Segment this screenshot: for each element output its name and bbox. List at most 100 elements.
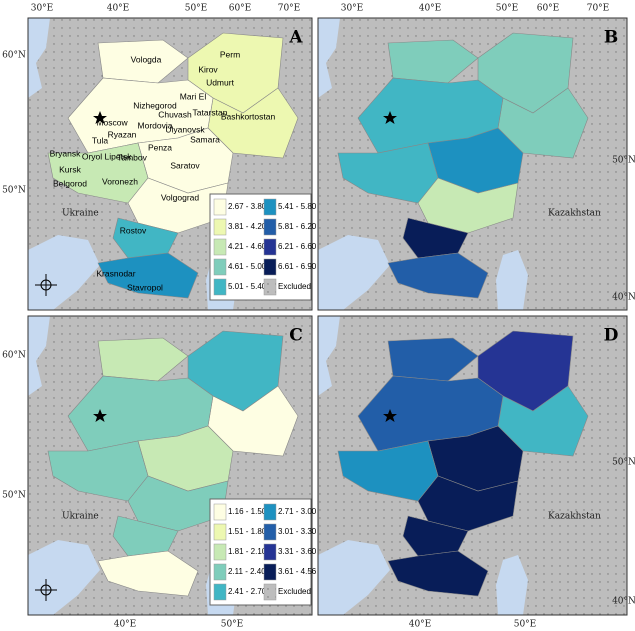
region (387, 39, 479, 84)
region-label: Tatarstan (193, 107, 228, 117)
region-label: Samara (190, 134, 220, 144)
baltic-sea (318, 18, 340, 98)
legend-label: 3.31 - 3.60 (278, 547, 317, 556)
region-label: Kirov (198, 64, 218, 74)
region-label: Tambov (117, 152, 148, 162)
longitude-label: 40°E (114, 620, 137, 630)
region-label: Saratov (170, 160, 200, 170)
region-label: Mordovia (138, 120, 173, 130)
region-label: Perm (220, 49, 240, 59)
compass-arrows (35, 579, 57, 601)
longitude-label: 60°E (537, 4, 560, 14)
longitude-label: 70°E (587, 4, 610, 14)
baltic-sea (318, 316, 340, 396)
latitude-label: 60°N (2, 51, 26, 61)
legend-label: 2.41 - 2.70 (228, 587, 267, 596)
panel-frame (27, 17, 313, 311)
legend-label: 2.11 - 2.40 (228, 567, 266, 576)
latitude-label: 50°N (2, 491, 26, 501)
legend-swatch (263, 258, 277, 276)
moscow-star (93, 111, 107, 124)
longitude-label: 50°E (221, 620, 244, 630)
map-panel: C Ukraine 1.16 - 1.50 1.51 - 1.80 1.81 - 2.1… (27, 315, 317, 616)
legend-swatch (213, 583, 227, 601)
panel-frame (317, 17, 628, 311)
country-label: Ukraine (62, 512, 99, 522)
longitude-label: 40°E (419, 4, 442, 14)
legend-swatch (263, 563, 277, 581)
moscow-star (383, 409, 397, 422)
longitude-label: 30°E (341, 4, 364, 14)
region (97, 550, 199, 597)
region-label: Ryazan (108, 129, 137, 139)
region-label: Chuvash (158, 109, 192, 119)
legend-label: 2.67 - 3.80 (228, 202, 267, 211)
region-label: Bashkortostan (221, 111, 276, 121)
legend-label: 3.81 - 4.20 (228, 222, 267, 231)
baltic-sea (28, 316, 50, 396)
region-label: Oryol (82, 151, 102, 161)
legend-swatch (263, 523, 277, 541)
latitude-label: 50°N (612, 458, 635, 468)
region-label: Tula (92, 135, 108, 145)
region-label: Moscow (96, 117, 128, 127)
longitude-label: 30°E (31, 4, 54, 14)
moscow-star (383, 111, 397, 124)
legend: 2.67 - 3.80 3.81 - 4.20 4.21 - 4.60 4.61 - … (209, 193, 317, 301)
legend-swatch (263, 198, 277, 216)
legend-label: 1.81 - 2.10 (228, 547, 267, 556)
region-label: Bryansk (50, 148, 81, 158)
latitude-label: 40°N (612, 293, 635, 303)
black-sea (318, 235, 390, 310)
legend-swatch (263, 543, 277, 561)
legend-label: 3.61 - 4.56 (278, 567, 317, 576)
legend-label: 4.61 - 5.00 (228, 262, 267, 271)
legend-swatch (263, 278, 277, 296)
longitude-label: 70°E (278, 4, 301, 14)
legend-label: Excluded (278, 587, 311, 596)
latitude-label: 50°N (2, 186, 26, 196)
country-label: Kazakhstan (548, 512, 601, 522)
panel-letter: C (289, 326, 303, 346)
caspian-sea (496, 555, 528, 615)
map-panel: B Kazakhstan (317, 17, 628, 311)
legend-swatch (213, 503, 227, 521)
region-label: Rostov (120, 225, 147, 235)
longitude-label: 60°E (229, 4, 252, 14)
region (387, 337, 479, 382)
map-panel: D Kazakhstan (317, 315, 628, 616)
legend: 1.16 - 1.50 1.51 - 1.80 1.81 - 2.10 2.11 - … (209, 498, 317, 606)
legend-swatch (213, 523, 227, 541)
legend-label: 2.71 - 3.00 (278, 507, 317, 516)
latitude-label: 60°N (2, 351, 26, 361)
region (97, 39, 189, 84)
longitude-label: 50°E (514, 620, 537, 630)
legend-box (209, 498, 312, 606)
region-label: Penza (148, 142, 172, 152)
legend-label: 4.21 - 4.60 (228, 242, 267, 251)
region-label: Volgograd (161, 192, 200, 202)
baltic-sea (28, 18, 50, 98)
region-label: Udmurt (206, 77, 235, 87)
legend-label: Excluded (278, 282, 311, 291)
legend-swatch (213, 543, 227, 561)
region-label: Ulyanovsk (165, 124, 205, 134)
longitude-label: 50°E (185, 4, 208, 14)
legend-label: 1.51 - 1.80 (228, 527, 267, 536)
panel-frame (317, 315, 628, 616)
legend-swatch (213, 238, 227, 256)
legend-label: 1.16 - 1.50 (228, 507, 267, 516)
region-label: Mari El (180, 91, 207, 101)
longitude-label: 50°E (496, 4, 519, 14)
legend-swatch (263, 238, 277, 256)
legend-label: 5.41 - 5.80 (278, 202, 317, 211)
longitude-label: 40°E (107, 4, 130, 14)
legend-label: 5.01 - 5.40 (228, 282, 267, 291)
panel-letter: B (604, 28, 618, 48)
region (387, 550, 489, 597)
legend-label: 5.81 - 6.20 (278, 222, 317, 231)
black-sea (318, 540, 390, 615)
legend-label: 6.21 - 6.60 (278, 242, 317, 251)
